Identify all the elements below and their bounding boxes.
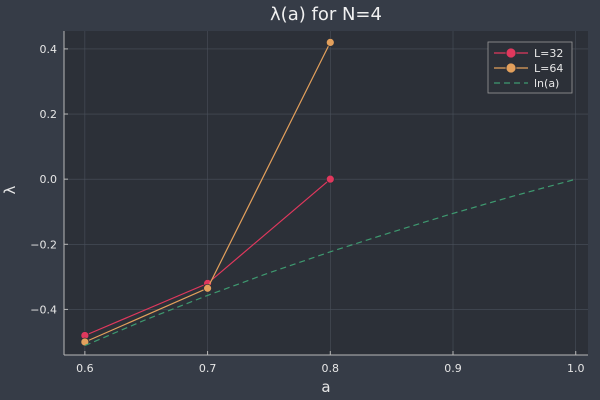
x-tick-label: 0.9 [444, 362, 462, 375]
series-l-64 [80, 37, 335, 347]
x-tick-label: 0.7 [199, 362, 217, 375]
x-tick-label: 1.0 [567, 362, 585, 375]
y-ticks: −0.4 −0.2 0.0 0.2 0.4 [30, 43, 68, 316]
data-point [325, 37, 335, 47]
y-tick-label: −0.2 [30, 238, 57, 251]
legend-label: ln(a) [534, 77, 559, 90]
y-tick-label: 0.0 [40, 173, 58, 186]
legend-label: L=32 [534, 47, 563, 60]
legend-marker [505, 62, 517, 74]
y-tick-label: −0.4 [30, 303, 57, 316]
y-tick-label: 0.2 [40, 108, 58, 121]
legend-marker [505, 47, 517, 59]
series-ln-a [84, 178, 576, 347]
legend: L=32 L=64 ln(a) [487, 41, 573, 94]
chart-title: λ(a) for N=4 [270, 4, 382, 25]
legend-label: L=64 [534, 62, 563, 75]
x-axis-label: a [321, 378, 330, 396]
x-tick-label: 0.6 [76, 362, 94, 375]
series-group [80, 37, 576, 347]
data-point [325, 174, 335, 184]
y-tick-label: 0.4 [40, 43, 58, 56]
y-axis-label: λ [1, 185, 19, 194]
x-ticks: 0.6 0.7 0.8 0.9 1.0 [76, 351, 584, 375]
data-point [203, 283, 212, 293]
x-tick-label: 0.8 [322, 362, 340, 375]
data-point [80, 337, 90, 347]
axes [63, 31, 588, 356]
series-line [84, 178, 576, 347]
